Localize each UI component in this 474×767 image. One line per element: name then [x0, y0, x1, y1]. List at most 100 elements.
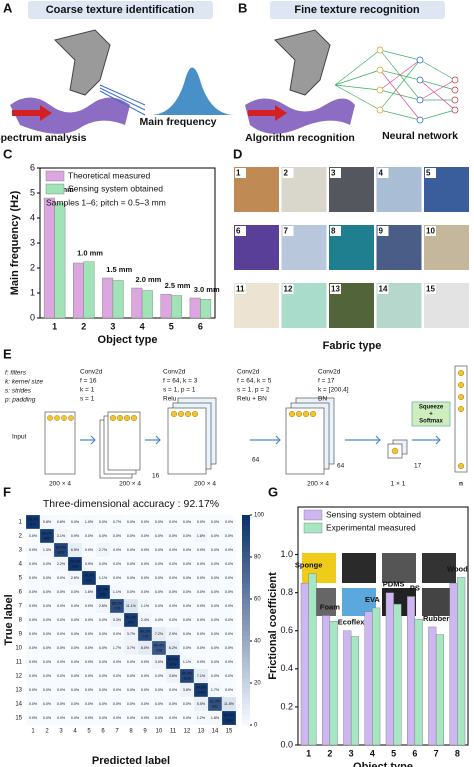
cell-label: 0.0%	[99, 716, 108, 720]
plot-frame	[297, 506, 469, 746]
depth-label: 17	[414, 463, 422, 470]
swatch-label: 8	[331, 227, 336, 236]
heatmap-cell	[221, 710, 237, 726]
legend-text: k: kernel size	[5, 379, 43, 386]
layer-text: f = 64, k = 3	[163, 378, 198, 385]
cell-label: 0.0%	[113, 576, 122, 580]
cell-label: 0.0%	[71, 520, 80, 524]
cell-label: 0.0%	[141, 688, 150, 692]
cell-label: 0.0%	[127, 660, 136, 664]
swatch-label: 1	[236, 169, 241, 178]
swatch-label-bg	[330, 168, 341, 178]
cell-label: 0.0%	[211, 590, 220, 594]
colorbar-step	[242, 515, 250, 521]
cell-count: 879	[128, 620, 134, 624]
cell-label: 0.0%	[71, 632, 80, 636]
panel-label: F	[3, 484, 11, 499]
swatch-label-bg	[282, 284, 294, 294]
x-tick-label: 4	[140, 321, 145, 331]
cell-label: 0.0%	[155, 576, 164, 580]
cell-count: 951	[212, 704, 218, 708]
cell-label: 0.0%	[113, 702, 122, 706]
annotation: PS	[410, 583, 420, 592]
swatch-label: 5	[426, 169, 431, 178]
cell-label: 0.9%	[85, 562, 94, 566]
cell-label: 0.0%	[225, 618, 234, 622]
y-tick-label: 12	[15, 674, 22, 680]
bar	[131, 287, 143, 319]
cell-label: 0.0%	[113, 562, 122, 566]
input-label: Input	[12, 434, 27, 441]
layer-text: f = 64, k = 5	[237, 378, 272, 385]
x-tick-label: 2	[81, 321, 86, 331]
x-tick-label: 11	[170, 729, 177, 735]
annotation: 3.0 mm	[194, 285, 220, 294]
colorbar-label: 0	[254, 723, 258, 729]
cell-label: 0.9%	[71, 534, 80, 538]
swatch-label: 3	[331, 169, 336, 178]
cell-label: 0.0%	[57, 646, 66, 650]
cell-label: 0.0%	[169, 688, 178, 692]
bar	[43, 197, 55, 319]
cell-label: 3.6%	[169, 674, 178, 678]
x-tick-label: 7	[434, 748, 439, 758]
swatch-label-bg	[235, 168, 246, 178]
swatch-label: 6	[236, 227, 241, 236]
cell-label: 0.0%	[197, 646, 206, 650]
colorbar-step	[242, 578, 250, 584]
bar	[300, 582, 309, 746]
colorbar-step	[242, 693, 250, 700]
swatch-label-bg	[330, 226, 341, 236]
swatch-label-bg	[425, 226, 436, 236]
y-tick-label: 0.8	[280, 587, 293, 597]
cell-label: 0.0%	[71, 702, 80, 706]
colorbar-label: 20	[254, 681, 261, 687]
cell-label: 0.0%	[211, 576, 220, 580]
cell-label: 0.0%	[211, 534, 220, 538]
cell-label: 0.0%	[183, 576, 192, 580]
annotation: 1.0 mm	[77, 249, 103, 258]
bar	[112, 280, 124, 319]
annotation: Wood	[447, 564, 468, 573]
cell-label: 0.0%	[99, 618, 108, 622]
cell-label: 0.0%	[141, 702, 150, 706]
signal-wires	[99, 84, 146, 116]
cell-label: 0.0%	[85, 674, 94, 678]
output-text: +	[429, 412, 433, 418]
cell-label: 89.5%	[56, 545, 67, 549]
swatch-label: 9	[379, 227, 384, 236]
colorbar-step	[242, 567, 250, 574]
bar	[200, 299, 212, 319]
legend-label: Sensing system obtained	[326, 509, 421, 519]
x-tick-label: 14	[212, 729, 219, 735]
colorbar-label: 100	[254, 513, 265, 519]
panel-title: Fine texture recognition	[294, 4, 420, 16]
cell-label: 0.0%	[197, 632, 206, 636]
swatch-label: 4	[379, 169, 384, 178]
cell-label: 0.0%	[57, 604, 66, 608]
cell-label: 0.0%	[71, 660, 80, 664]
cell-label: 0.0%	[127, 548, 136, 552]
cell-label: 0.0%	[155, 618, 164, 622]
cell-label: 0.0%	[197, 604, 206, 608]
cell-label: 94.2%	[42, 531, 53, 535]
y-tick-label: 5	[19, 576, 23, 582]
cell-label: 0.0%	[113, 548, 122, 552]
cell-label: 1.1%	[183, 660, 192, 664]
cell-label: 0.0%	[169, 548, 178, 552]
cell-label: 0.0%	[155, 548, 164, 552]
cell-label: 7.1%	[197, 674, 206, 678]
colorbar-step	[242, 583, 250, 589]
cell-label: 0.0%	[141, 562, 150, 566]
cell-label: 0.0%	[29, 702, 38, 706]
y-tick-label: 13	[15, 688, 22, 694]
caption: Main frequency	[139, 116, 216, 128]
y-axis-title: Main frequency (Hz)	[9, 190, 21, 295]
dimension-label: 200 × 4	[307, 481, 329, 488]
cell-label: 0.0%	[197, 590, 206, 594]
y-tick-label: 6	[30, 162, 35, 172]
cell-label: 0.0%	[169, 576, 178, 580]
cell-label: 95.9%	[168, 657, 179, 661]
cell-label: 0.0%	[85, 646, 94, 650]
cell-count: 1058	[197, 690, 205, 694]
